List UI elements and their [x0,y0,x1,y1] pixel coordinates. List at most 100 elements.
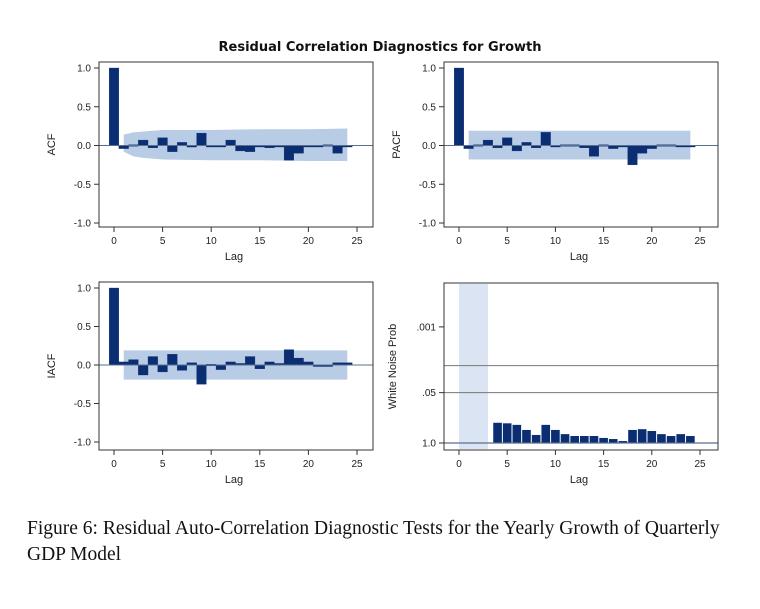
acf-bar [157,137,168,146]
acf-xtick-label: 25 [351,236,363,247]
iacf-bar [196,364,207,385]
iacf-xtick-label: 20 [303,459,315,470]
white_noise-bar [599,437,608,443]
white_noise-bar [560,434,570,443]
white_noise-xtick-label: 10 [550,459,562,470]
white_noise-frame [443,282,719,451]
acf-bar [235,145,246,152]
iacf-xtick-label: 15 [254,459,266,470]
pacf-ytick-label: 0.0 [422,141,436,152]
acf-bar [245,145,256,152]
figure-canvas: Residual Correlation Diagnostics for Gro… [46,40,719,486]
acf-ylabel: ACF [46,133,58,155]
pacf-panel: 1.0 0.5 0.0 -0.5 -1.0 0 5 10 15 20 25 Lag PACF [391,61,719,263]
acf-xtick-label: 15 [254,236,266,247]
iacf-xlabel: Lag [225,474,243,486]
white_noise-bar [502,423,512,443]
iacf-ylabel: IACF [46,353,58,378]
acf-ytick-label: 0.0 [77,141,91,152]
pacf-bar [627,145,638,166]
white-noise-panel: .001 .05 1.0 0 5 10 15 20 25 Lag White Noise Prob [387,282,719,486]
acf-bar [138,139,149,146]
iacf-bar [108,287,120,366]
pacf-bar [502,137,513,146]
pacf-frame [443,61,719,228]
iacf-bar [215,364,226,370]
acf-ytick-label: -1.0 [74,219,92,230]
white_noise-bar [628,429,637,443]
white_noise-bar [580,436,589,443]
iacf-bar [147,356,158,366]
white_noise-shaded-region [459,284,488,449]
iacf-frame [98,281,374,451]
pacf-xtick-label: 15 [598,236,610,247]
white_noise-bar [676,434,686,443]
iacf-ytick-label: 0.0 [77,361,91,372]
acf-bar [283,145,294,161]
pacf-ytick-label: -1.0 [419,219,437,230]
acf-xlabel: Lag [225,251,243,263]
pacf-xlabel: Lag [570,251,588,263]
white_noise-bar [686,436,695,443]
white_noise-bar [512,424,522,443]
white_noise-bar [666,436,676,443]
pacf-bar [482,139,493,146]
pacf-bar [637,145,648,154]
white_noise-xlabel: Lag [570,474,588,486]
pacf-xtick-label: 20 [646,236,658,247]
pacf-ytick-label: -0.5 [419,180,437,191]
white_noise-bar [522,429,531,443]
acf-frame [98,61,374,228]
white_noise-bar [647,431,657,443]
white_noise-bar [551,429,560,443]
white_noise-xtick-label: 5 [504,459,510,470]
iacf-ytick-label: 0.5 [77,322,91,333]
acf-bar [332,145,343,154]
pacf-bar [454,67,464,146]
white_noise-bar [531,434,541,443]
iacf-xtick-label: 10 [206,459,218,470]
iacf-bar [254,364,265,369]
iacf-panel: 1.0 0.5 0.0 -0.5 -1.0 0 5 10 15 20 25 Lag IACF [46,281,374,486]
iacf-ytick-label: -0.5 [74,399,92,410]
white_noise-bar [608,439,618,443]
iacf-ytick-label: 1.0 [77,284,91,295]
white_noise-ytick-label: .001 [417,322,437,333]
pacf-ylabel: PACF [391,130,403,159]
pacf-bar [588,145,599,157]
white_noise-bar [589,436,599,443]
white_noise-bar [637,429,647,443]
acf-xtick-label: 10 [206,236,218,247]
acf-bar [108,67,120,146]
acf-ytick-label: 0.5 [77,102,91,113]
white_noise-bar [657,434,666,443]
iacf-bar [157,364,168,373]
iacf-xtick-label: 25 [351,459,363,470]
pacf-ytick-label: 1.0 [422,64,436,75]
iacf-xtick-label: 5 [160,459,166,470]
acf-xtick-label: 5 [160,236,166,247]
acf-xtick-label: 0 [111,236,117,247]
white_noise-xtick-label: 20 [646,459,658,470]
iacf-bar [293,357,304,366]
acf-xtick-label: 20 [303,236,315,247]
pacf-bar [540,132,551,146]
acf-bar [293,145,304,154]
iacf-bar [283,349,294,366]
acf-ytick-label: 1.0 [77,64,91,75]
white_noise-xtick-label: 15 [598,459,610,470]
figure-caption: Figure 6: Residual Auto-Correlation Diag… [27,518,720,565]
acf-bar [225,139,236,146]
pacf-xtick-label: 10 [550,236,562,247]
iacf-bar [245,356,256,366]
acf-bar [196,132,207,146]
iacf-ytick-label: -1.0 [74,438,92,449]
acf-bar [167,145,178,152]
pacf-xtick-label: 25 [694,236,706,247]
white_noise-bar [493,422,502,443]
acf-ytick-label: -0.5 [74,180,92,191]
iacf-bar [177,364,188,371]
iacf-xtick-label: 0 [111,459,117,470]
white_noise-ytick-label: .05 [422,388,436,399]
pacf-ytick-label: 0.5 [422,102,436,113]
